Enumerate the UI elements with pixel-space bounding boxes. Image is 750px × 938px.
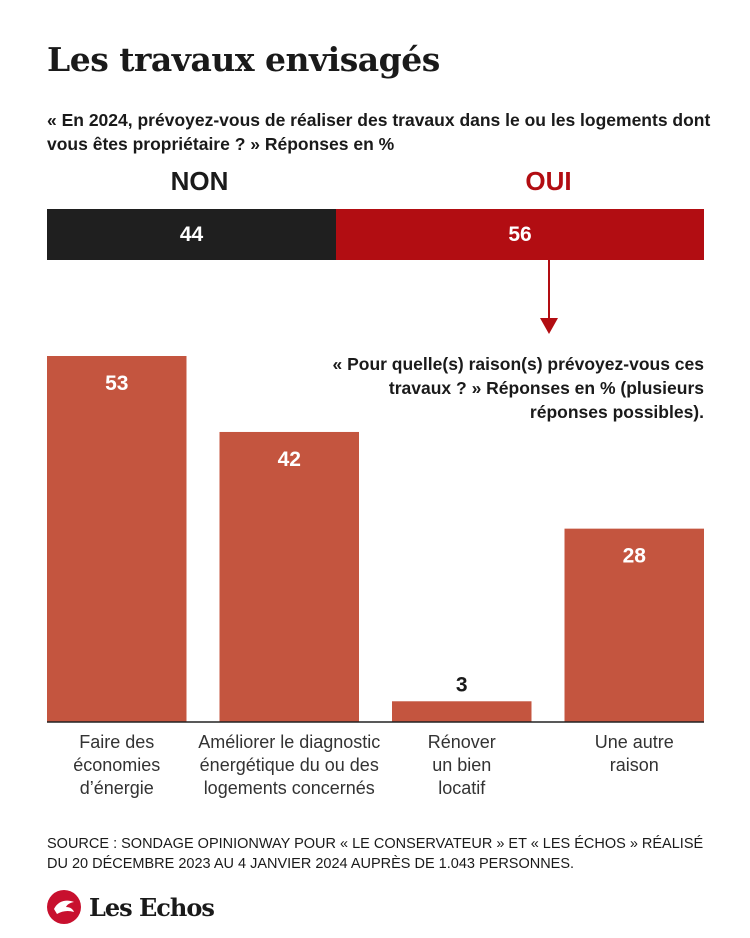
bar-2 bbox=[392, 701, 532, 722]
non-segment: 44 bbox=[47, 209, 337, 260]
category-label-0: Faire des économies d’énergie bbox=[73, 732, 160, 798]
les-echos-logo-icon bbox=[47, 890, 81, 924]
oui-segment: 56 bbox=[336, 209, 704, 260]
bar-value-label-2: 3 bbox=[456, 673, 468, 696]
category-label-3: Une autre raison bbox=[595, 732, 674, 775]
les-echos-logo: Les Echos bbox=[47, 890, 215, 924]
category-label-1: Améliorer le diagnostic énergétique du ou… bbox=[198, 732, 380, 798]
bar-value-label-0: 53 bbox=[105, 372, 128, 395]
source-note: SOURCE : SONDAGE OPINIONWAY POUR « LE CO… bbox=[47, 836, 704, 872]
bar-value-label-3: 28 bbox=[623, 545, 647, 568]
oui-label: OUI bbox=[525, 166, 572, 196]
category-label-2: Rénover un bien locatif bbox=[428, 732, 496, 798]
yes-no-split-bar: 44 56 bbox=[47, 209, 704, 260]
followup-question: « Pour quelle(s) raison(s) prévoyez-vous… bbox=[332, 354, 704, 422]
page-title: Les travaux envisagés bbox=[47, 40, 440, 79]
bar-value-label-1: 42 bbox=[278, 448, 301, 471]
bar-1 bbox=[219, 431, 359, 722]
bar-3 bbox=[564, 528, 704, 722]
arrow-down-icon bbox=[540, 260, 558, 334]
logo-wordmark: Les Echos bbox=[89, 892, 215, 922]
non-label: NON bbox=[170, 166, 229, 196]
bar-0 bbox=[47, 356, 187, 722]
survey-question: « En 2024, prévoyez-vous de réaliser des… bbox=[47, 110, 711, 154]
